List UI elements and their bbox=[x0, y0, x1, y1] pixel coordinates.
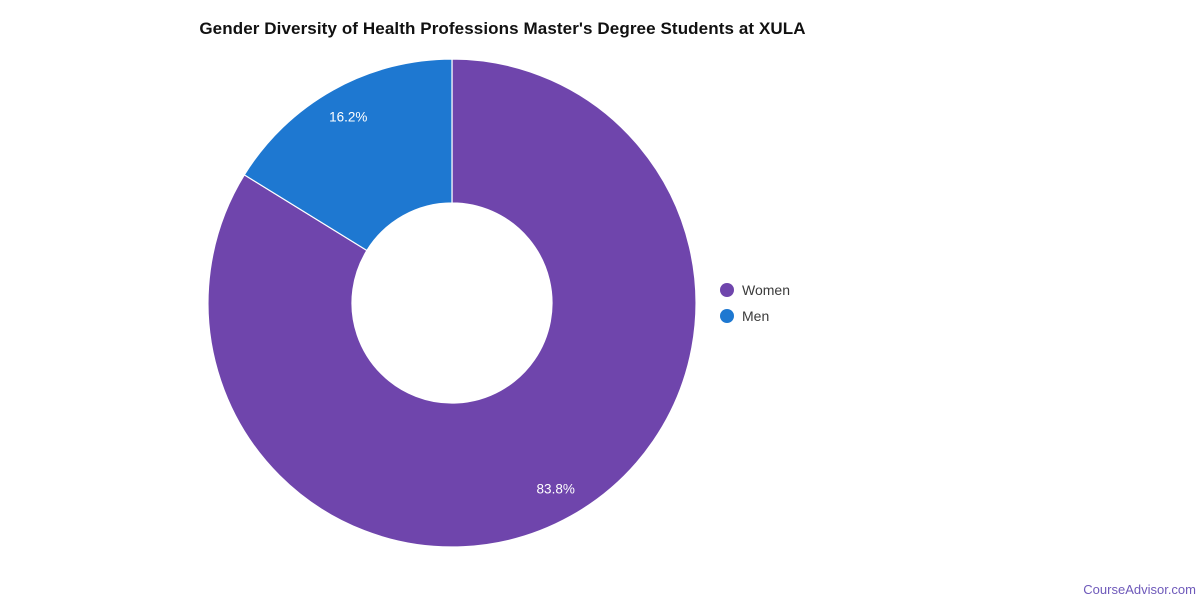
slice-label-men: 16.2% bbox=[329, 110, 367, 125]
legend-item-men: Men bbox=[720, 306, 790, 326]
footer-link[interactable]: CourseAdvisor.com bbox=[1083, 582, 1196, 597]
pie-slice-men bbox=[243, 58, 453, 252]
legend-label: Men bbox=[742, 308, 770, 324]
donut-chart: 83.8% 16.2% bbox=[207, 58, 697, 548]
legend-dot-icon bbox=[720, 309, 734, 323]
legend-dot-icon bbox=[720, 283, 734, 297]
legend-label: Women bbox=[742, 282, 790, 298]
pie-slice-women bbox=[207, 58, 697, 548]
slice-label-women: 83.8% bbox=[537, 481, 575, 496]
chart-title: Gender Diversity of Health Professions M… bbox=[199, 19, 806, 38]
legend-item-women: Women bbox=[720, 280, 790, 300]
legend: Women Men bbox=[720, 280, 790, 326]
